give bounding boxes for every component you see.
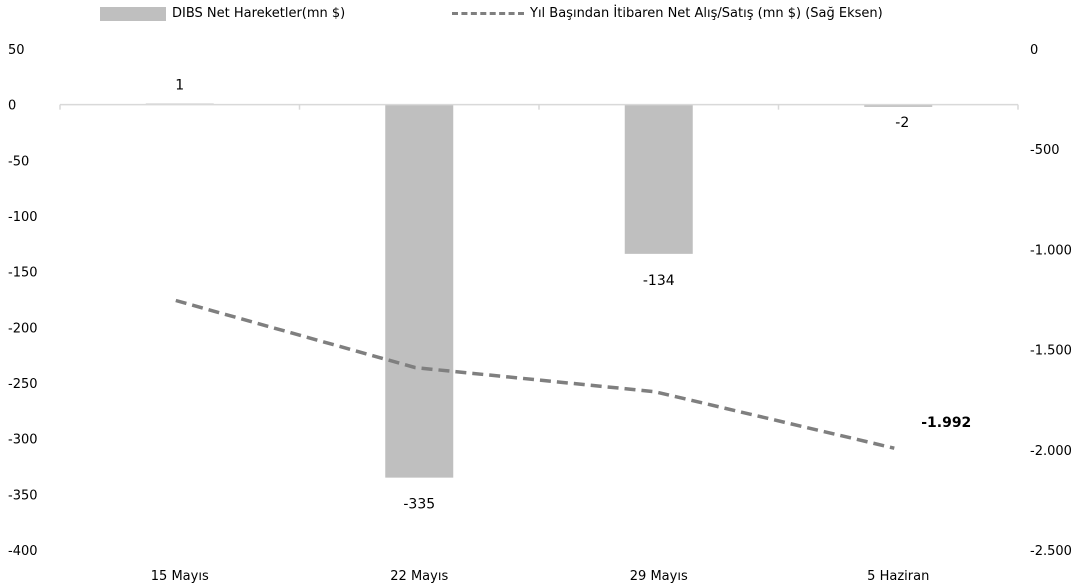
right-tick-label: 0	[1030, 43, 1038, 58]
bar	[624, 104, 693, 254]
category-label: 29 Mayıs	[630, 569, 688, 584]
right-tick-label: -1.500	[1030, 344, 1072, 359]
category-label: 15 Mayıs	[151, 569, 209, 584]
bar-data-label: -134	[643, 273, 675, 289]
legend-item-line: Yıl Başından İtibaren Net Alış/Satış (mn…	[452, 6, 883, 21]
bar	[385, 104, 454, 478]
legend-swatch-line	[452, 12, 524, 15]
left-tick-label: -50	[8, 154, 29, 169]
bar-data-label: -335	[403, 497, 435, 513]
left-tick-label: -250	[8, 377, 38, 392]
bar	[864, 104, 933, 107]
category-label: 22 Mayıs	[390, 569, 448, 584]
left-tick-label: 50	[8, 43, 25, 58]
left-tick-label: -200	[8, 321, 38, 336]
line-data-label: -1.992	[921, 415, 971, 431]
legend-item-bars: DIBS Net Hareketler(mn $)	[100, 6, 345, 21]
line-series-path	[175, 298, 895, 450]
bar-data-label: -2	[895, 115, 909, 131]
bar-data-label: 1	[175, 78, 184, 94]
left-tick-label: -150	[8, 266, 38, 281]
left-tick-label: -300	[8, 433, 38, 448]
legend-label-bars: DIBS Net Hareketler(mn $)	[172, 6, 346, 21]
right-tick-label: -2.500	[1030, 544, 1072, 559]
legend-swatch-bar	[100, 6, 166, 21]
legend-label-line: Yıl Başından İtibaren Net Alış/Satış (mn…	[530, 6, 883, 21]
category-label: 5 Haziran	[867, 569, 929, 584]
left-tick-label: 0	[8, 99, 16, 114]
left-tick-label: -100	[8, 210, 38, 225]
left-tick-label: -350	[8, 488, 38, 503]
right-tick-label: -2.000	[1030, 444, 1072, 459]
left-tick-label: -400	[8, 544, 38, 559]
legend: DIBS Net Hareketler(mn $) Yıl Başından İ…	[0, 4, 1089, 26]
right-tick-label: -1.000	[1030, 243, 1072, 258]
right-tick-label: -500	[1030, 143, 1060, 158]
